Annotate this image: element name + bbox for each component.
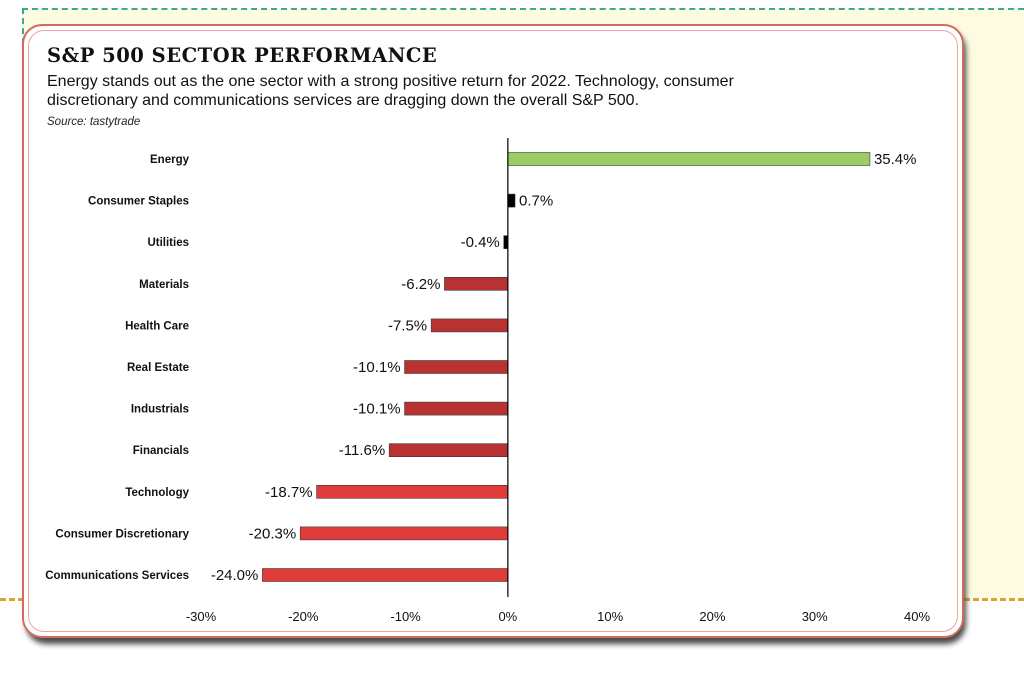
category-label: Financials bbox=[133, 445, 189, 457]
category-label: Industrials bbox=[131, 404, 189, 416]
bar bbox=[299, 526, 509, 541]
bar bbox=[430, 318, 509, 333]
value-label: -10.1% bbox=[353, 401, 401, 418]
category-label: Energy bbox=[150, 154, 190, 166]
value-label: -10.1% bbox=[353, 359, 401, 376]
category-label: Consumer Discretionary bbox=[55, 528, 189, 540]
bar bbox=[507, 152, 871, 166]
x-tick-label: -30% bbox=[186, 609, 217, 624]
bar bbox=[404, 360, 509, 374]
dashed-border-top bbox=[22, 8, 1024, 10]
value-label: 35.4% bbox=[874, 151, 917, 168]
category-label: Health Care bbox=[125, 320, 189, 332]
value-label: -0.4% bbox=[461, 234, 500, 251]
chart-source: Source: tastytrade bbox=[47, 116, 141, 128]
x-tick-label: 40% bbox=[904, 609, 930, 624]
bar bbox=[507, 193, 516, 208]
value-label: -20.3% bbox=[249, 525, 297, 542]
value-label: -6.2% bbox=[401, 276, 440, 293]
bar bbox=[316, 484, 509, 499]
x-tick-label: 0% bbox=[498, 609, 517, 624]
bar bbox=[262, 568, 509, 582]
category-label: Technology bbox=[125, 487, 189, 499]
category-label: Communications Services bbox=[45, 570, 189, 582]
chart-subtitle: Energy stands out as the one sector with… bbox=[47, 73, 734, 109]
chart-title: S&P 500 SECTOR PERFORMANCE bbox=[47, 44, 438, 67]
value-label: -24.0% bbox=[211, 567, 259, 584]
bar bbox=[404, 401, 509, 416]
bar bbox=[503, 235, 509, 249]
background-margin bbox=[0, 8, 22, 608]
value-label: -11.6% bbox=[339, 442, 385, 459]
x-tick-label: 20% bbox=[699, 609, 725, 624]
value-label: -18.7% bbox=[265, 484, 313, 501]
x-tick-label: 30% bbox=[802, 609, 828, 624]
bar bbox=[388, 443, 509, 458]
card-inner-border bbox=[28, 30, 958, 632]
x-tick-label: -10% bbox=[390, 609, 421, 624]
category-label: Materials bbox=[139, 279, 189, 291]
value-label: -7.5% bbox=[388, 317, 427, 334]
category-label: Real Estate bbox=[127, 362, 189, 374]
category-label: Consumer Staples bbox=[88, 196, 189, 208]
category-label: Utilities bbox=[147, 237, 189, 249]
value-label: 0.7% bbox=[519, 193, 553, 210]
bar bbox=[444, 276, 509, 291]
x-tick-label: -20% bbox=[288, 609, 319, 624]
x-tick-label: 10% bbox=[597, 609, 623, 624]
